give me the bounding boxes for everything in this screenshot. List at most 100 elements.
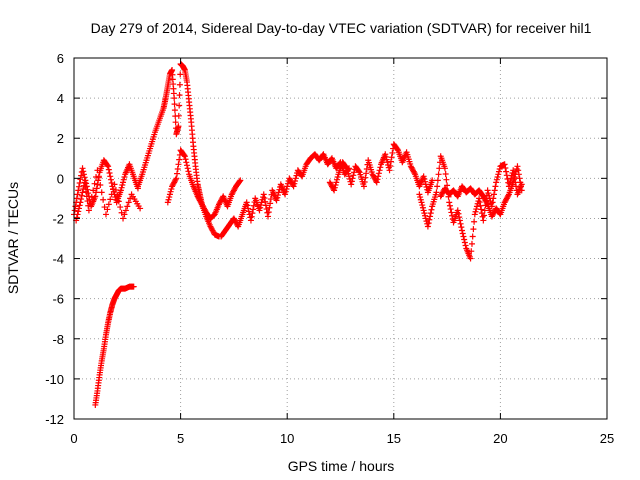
data-point <box>449 212 456 219</box>
data-point <box>176 102 183 109</box>
data-point <box>107 176 114 183</box>
chart-title: Day 279 of 2014, Sidereal Day-to-day VTE… <box>91 20 592 36</box>
data-point <box>81 179 88 186</box>
data-point <box>471 218 478 225</box>
x-tick-label: 15 <box>387 431 401 446</box>
y-tick-label: -8 <box>52 332 64 347</box>
data-point <box>384 159 391 166</box>
data-point <box>250 206 257 213</box>
data-point <box>81 174 88 181</box>
data-point <box>331 187 338 194</box>
data-point <box>331 184 338 191</box>
data-point <box>343 165 350 172</box>
data-point <box>245 205 252 212</box>
data-point <box>441 165 448 172</box>
series-track-d <box>134 61 222 240</box>
data-point <box>382 153 389 160</box>
data-point <box>467 255 474 262</box>
data-point <box>517 179 524 186</box>
data-point <box>171 101 178 108</box>
data-point <box>417 196 424 203</box>
data-point <box>510 179 517 186</box>
data-point <box>283 186 290 193</box>
data-point <box>376 167 383 174</box>
data-point <box>515 171 522 178</box>
data-point <box>495 168 502 175</box>
data-point <box>343 164 350 171</box>
data-point <box>425 220 432 227</box>
data-point <box>419 204 426 211</box>
data-point <box>106 169 113 176</box>
data-point <box>350 172 357 179</box>
data-point <box>486 192 493 199</box>
data-point <box>171 95 178 102</box>
data-point <box>423 184 430 191</box>
data-point <box>84 198 91 205</box>
data-point <box>394 146 401 153</box>
data-point <box>422 215 429 222</box>
data-point <box>494 173 501 180</box>
data-point <box>274 192 281 199</box>
data-point <box>444 182 451 189</box>
data-point <box>83 193 90 200</box>
data-point <box>79 189 86 196</box>
data-point <box>420 173 427 180</box>
data-point <box>457 220 464 227</box>
data-point <box>446 199 453 206</box>
data-point <box>137 205 144 212</box>
data-point <box>282 188 289 195</box>
data-point <box>124 203 131 210</box>
data-point <box>468 240 475 247</box>
data-point <box>119 182 126 189</box>
data-point <box>167 188 174 195</box>
data-point <box>387 162 394 169</box>
data-point <box>514 163 521 170</box>
data-point <box>334 173 341 180</box>
x-axis-label: GPS time / hours <box>288 458 395 474</box>
data-point <box>422 212 429 219</box>
data-point <box>249 210 256 217</box>
data-point <box>166 194 173 201</box>
data-point <box>417 194 424 201</box>
data-point <box>175 112 182 119</box>
data-point <box>427 213 434 220</box>
data-point <box>284 183 291 190</box>
data-point <box>105 201 112 208</box>
data-point <box>454 207 461 214</box>
data-point <box>375 170 382 177</box>
data-point <box>274 194 281 201</box>
data-point <box>479 213 486 220</box>
data-point <box>505 192 512 199</box>
data-point <box>75 187 82 194</box>
data-point <box>489 199 496 206</box>
data-point <box>98 189 105 196</box>
data-point <box>382 151 389 158</box>
data-point <box>490 195 497 202</box>
data-point <box>362 174 369 181</box>
data-point <box>73 214 80 221</box>
data-point <box>102 211 109 218</box>
data-point <box>256 207 263 214</box>
data-point <box>121 211 128 218</box>
y-tick-label: -2 <box>52 211 64 226</box>
data-point <box>95 174 102 181</box>
data-point <box>516 175 523 182</box>
y-tick-label: -10 <box>45 372 64 387</box>
data-point <box>91 180 98 187</box>
data-point <box>95 177 102 184</box>
data-point <box>248 213 255 220</box>
data-point <box>363 165 370 172</box>
y-tick-label: -6 <box>52 292 64 307</box>
x-tick-label: 20 <box>493 431 507 446</box>
data-point <box>174 165 181 172</box>
data-point <box>185 168 192 175</box>
data-point <box>456 214 463 221</box>
y-tick-label: 0 <box>57 171 64 186</box>
data-point <box>292 175 299 182</box>
data-point <box>104 162 111 169</box>
data-point <box>495 171 502 178</box>
data-point <box>511 173 518 180</box>
data-point <box>507 178 514 185</box>
data-point <box>78 172 85 179</box>
